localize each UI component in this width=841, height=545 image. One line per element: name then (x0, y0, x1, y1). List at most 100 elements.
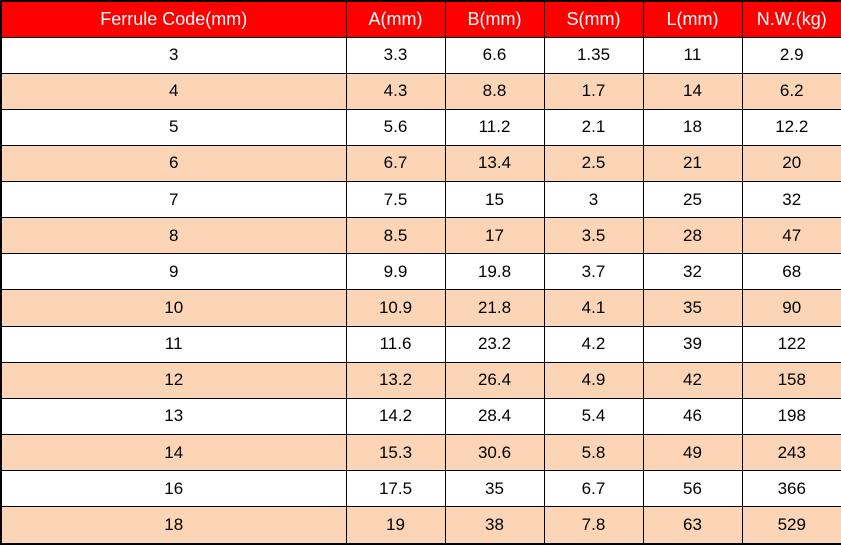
cell: 38 (444, 506, 545, 545)
cell: 6 (0, 144, 347, 183)
table-row: 4 4.3 8.8 1.7 14 6.2 (0, 72, 841, 110)
cell: 35 (444, 470, 545, 508)
header-cell: Ferrule Code(mm) (0, 0, 347, 38)
cell: 1.7 (543, 72, 644, 110)
cell: 4.2 (543, 325, 644, 363)
cell: 7.8 (543, 506, 644, 545)
cell: 4.1 (543, 289, 644, 327)
cell: 39 (642, 325, 743, 363)
table-row: 6 6.7 13.4 2.5 21 20 (0, 144, 841, 183)
cell: 6.6 (444, 36, 545, 74)
cell: 4.3 (345, 72, 446, 110)
table-row: 13 14.2 28.4 5.4 46 198 (0, 397, 841, 436)
cell: 529 (741, 506, 841, 545)
table-header: Ferrule Code(mm) A(mm) B(mm) S(mm) L(mm) N.W.… (0, 0, 841, 38)
table-row: 12 13.2 26.4 4.9 42 158 (0, 361, 841, 399)
cell: 17.5 (345, 470, 446, 508)
header-cell: A(mm) (345, 0, 446, 38)
cell: 14 (642, 72, 743, 110)
cell: 28 (642, 217, 743, 255)
cell: 56 (642, 470, 743, 508)
cell: 11 (0, 325, 347, 363)
cell: 32 (642, 253, 743, 291)
table-row: 14 15.3 30.6 5.8 49 243 (0, 434, 841, 472)
cell: 243 (741, 434, 841, 472)
cell: 32 (741, 181, 841, 219)
cell: 42 (642, 361, 743, 399)
cell: 11.2 (444, 108, 545, 146)
cell: 3.7 (543, 253, 644, 291)
cell: 16 (0, 470, 347, 508)
cell: 8.8 (444, 72, 545, 110)
cell: 13 (0, 397, 347, 436)
table-row: 8 8.5 17 3.5 28 47 (0, 217, 841, 255)
cell: 12.2 (741, 108, 841, 146)
table-row: 18 19 38 7.8 63 529 (0, 506, 841, 545)
table-row: 11 11.6 23.2 4.2 39 122 (0, 325, 841, 363)
cell: 25 (642, 181, 743, 219)
cell: 4.9 (543, 361, 644, 399)
cell: 23.2 (444, 325, 545, 363)
cell: 9 (0, 253, 347, 291)
cell: 3 (0, 36, 347, 74)
cell: 122 (741, 325, 841, 363)
cell: 14 (0, 434, 347, 472)
cell: 11 (642, 36, 743, 74)
cell: 3 (543, 181, 644, 219)
cell: 49 (642, 434, 743, 472)
cell: 19.8 (444, 253, 545, 291)
cell: 15 (444, 181, 545, 219)
cell: 26.4 (444, 361, 545, 399)
cell: 47 (741, 217, 841, 255)
table-row: 3 3.3 6.6 1.35 11 2.9 (0, 36, 841, 74)
cell: 5 (0, 108, 347, 146)
cell: 10 (0, 289, 347, 327)
cell: 21 (642, 144, 743, 183)
cell: 4 (0, 72, 347, 110)
cell: 2.9 (741, 36, 841, 74)
table-row: 16 17.5 35 6.7 56 366 (0, 470, 841, 508)
cell: 6.7 (543, 470, 644, 508)
cell: 68 (741, 253, 841, 291)
table-row: 10 10.9 21.8 4.1 35 90 (0, 289, 841, 327)
cell: 5.8 (543, 434, 644, 472)
cell: 7 (0, 181, 347, 219)
cell: 63 (642, 506, 743, 545)
header-cell: S(mm) (543, 0, 644, 38)
table-row: 7 7.5 15 3 25 32 (0, 181, 841, 219)
table-body: 3 3.3 6.6 1.35 11 2.9 4 4.3 8.8 1.7 14 6.2 5 5.6 11.2 2… (0, 36, 841, 545)
cell: 18 (642, 108, 743, 146)
cell: 35 (642, 289, 743, 327)
cell: 28.4 (444, 397, 545, 436)
cell: 9.9 (345, 253, 446, 291)
cell: 2.1 (543, 108, 644, 146)
table-row: 5 5.6 11.2 2.1 18 12.2 (0, 108, 841, 146)
header-cell: L(mm) (642, 0, 743, 38)
cell: 3.5 (543, 217, 644, 255)
cell: 5.6 (345, 108, 446, 146)
cell: 46 (642, 397, 743, 436)
cell: 20 (741, 144, 841, 183)
header-cell: B(mm) (444, 0, 545, 38)
cell: 14.2 (345, 397, 446, 436)
cell: 5.4 (543, 397, 644, 436)
cell: 6.2 (741, 72, 841, 110)
cell: 13.4 (444, 144, 545, 183)
cell: 198 (741, 397, 841, 436)
header-row: Ferrule Code(mm) A(mm) B(mm) S(mm) L(mm) N.W.… (0, 0, 841, 38)
cell: 1.35 (543, 36, 644, 74)
cell: 90 (741, 289, 841, 327)
cell: 8 (0, 217, 347, 255)
cell: 158 (741, 361, 841, 399)
cell: 11.6 (345, 325, 446, 363)
cell: 10.9 (345, 289, 446, 327)
cell: 15.3 (345, 434, 446, 472)
cell: 30.6 (444, 434, 545, 472)
cell: 13.2 (345, 361, 446, 399)
cell: 19 (345, 506, 446, 545)
cell: 7.5 (345, 181, 446, 219)
cell: 12 (0, 361, 347, 399)
cell: 21.8 (444, 289, 545, 327)
cell: 17 (444, 217, 545, 255)
cell: 6.7 (345, 144, 446, 183)
